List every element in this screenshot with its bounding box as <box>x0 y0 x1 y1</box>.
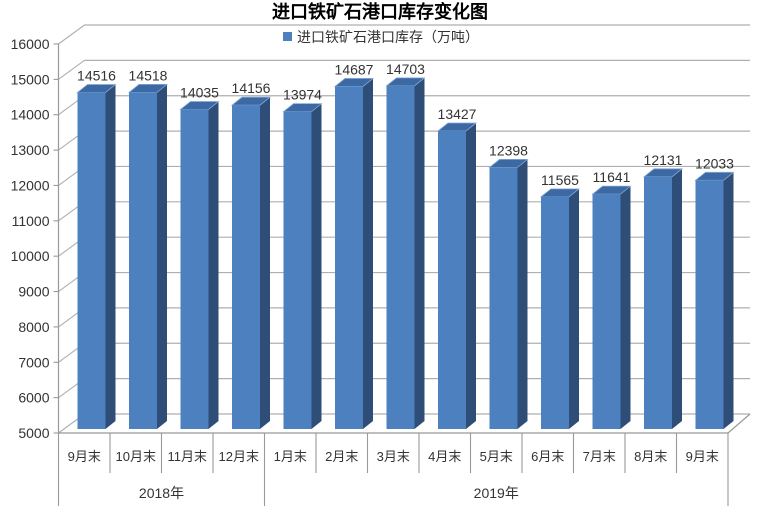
category-label: 11月末 <box>168 449 208 464</box>
bar-side-face <box>620 186 631 429</box>
bar-side-face <box>517 159 528 429</box>
y-axis-label: 15000 <box>11 71 50 87</box>
y-axis-label: 7000 <box>18 354 49 370</box>
category-label: 2月末 <box>325 449 358 464</box>
bar-side-face <box>363 78 373 429</box>
y-axis-label: 11000 <box>12 213 50 229</box>
group-label: 2018年 <box>139 485 184 501</box>
bar-side-face <box>311 103 322 429</box>
bar <box>541 196 569 429</box>
bar <box>335 86 363 429</box>
category-label: 4月末 <box>428 449 461 464</box>
legend-label: 进口铁矿石港口库存（万吨） <box>297 29 479 45</box>
category-label: 6月末 <box>531 449 564 464</box>
bar <box>489 167 518 429</box>
bar-side-face <box>208 101 219 429</box>
bar <box>386 85 415 429</box>
bar-side-face <box>260 97 270 430</box>
bar-side-face <box>723 172 734 430</box>
bar <box>438 130 466 429</box>
group-label: 2019年 <box>474 485 519 501</box>
bar-side-face <box>105 84 116 429</box>
bar-value-label: 12033 <box>695 155 734 171</box>
category-label: 3月末 <box>377 449 410 464</box>
y-axis-label: 14000 <box>11 107 50 123</box>
category-label: 7月末 <box>583 449 616 464</box>
chart-title: 进口铁矿石港口库存变化图 <box>272 1 488 22</box>
bar-side-face <box>157 84 167 430</box>
bar-value-label: 12131 <box>644 152 683 168</box>
bar-value-label: 11565 <box>541 172 579 188</box>
y-axis-label: 16000 <box>11 36 50 52</box>
category-label: 5月末 <box>480 449 513 464</box>
y-axis-label: 8000 <box>18 319 49 335</box>
y-axis-label: 13000 <box>11 142 50 158</box>
y-axis-label: 9000 <box>18 284 49 300</box>
category-label: 12月末 <box>219 449 259 464</box>
gridline-depth-connector <box>58 24 85 45</box>
bar <box>592 194 621 429</box>
y-axis-label: 12000 <box>11 177 50 193</box>
bar-value-label: 14703 <box>386 61 425 77</box>
bar <box>695 180 724 429</box>
y-axis-label: 6000 <box>18 390 49 406</box>
category-label: 1月末 <box>274 449 307 464</box>
bar-value-label: 12398 <box>489 142 528 158</box>
bar-value-label: 14687 <box>335 61 374 77</box>
bar-side-face <box>414 77 425 429</box>
bar-value-label: 14516 <box>77 67 116 83</box>
floor-right-edge <box>727 413 751 434</box>
gridline-depth-connector <box>58 59 85 80</box>
category-label: 9月末 <box>68 449 101 464</box>
category-label: 8月末 <box>634 449 667 464</box>
category-label: 10月末 <box>116 449 156 464</box>
bar-side-face <box>466 122 476 430</box>
bar <box>180 109 209 429</box>
y-axis-label: 10000 <box>11 248 50 264</box>
bar <box>77 92 106 429</box>
bar-side-face <box>569 188 579 429</box>
bar-value-label: 14518 <box>129 67 168 83</box>
legend: 进口铁矿石港口库存（万吨） <box>283 29 479 45</box>
bar <box>283 111 312 429</box>
bar-value-label: 11641 <box>593 169 631 185</box>
category-label: 9月末 <box>686 449 719 464</box>
bar-value-label: 14035 <box>180 84 219 100</box>
y-axis-label: 5000 <box>18 425 49 441</box>
bar <box>644 176 672 429</box>
legend-marker-icon <box>283 32 292 41</box>
bar <box>129 92 157 430</box>
bar-value-label: 13427 <box>438 106 477 122</box>
bar-value-label: 14156 <box>232 80 271 96</box>
bar-value-label: 13974 <box>283 87 322 103</box>
bar-side-face <box>672 168 682 430</box>
bar <box>232 105 260 430</box>
plot-area: 5000 6000 7000 8000 9000 10000 11000 12000 13000… <box>11 24 751 506</box>
